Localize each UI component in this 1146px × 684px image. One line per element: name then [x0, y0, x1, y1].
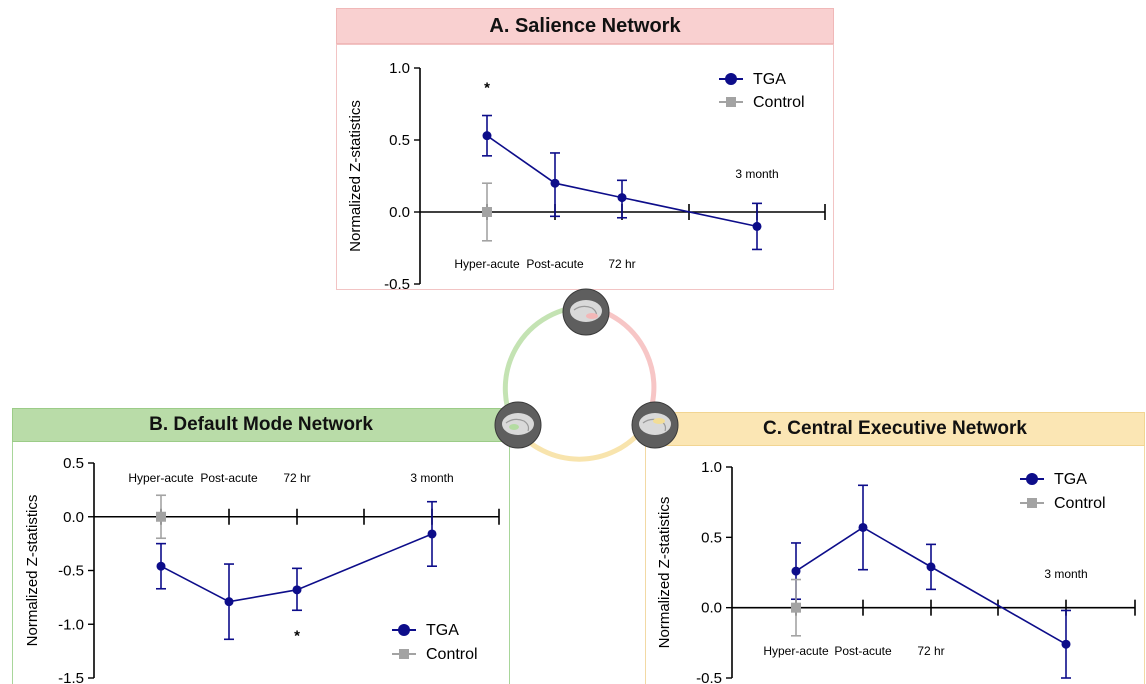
tga-point: [1061, 639, 1071, 649]
x-category-label: Post-acute: [834, 644, 892, 658]
y-tick-label: 0.5: [701, 529, 722, 546]
x-category-label: 72 hr: [608, 257, 635, 271]
x-category-label: 3 month: [1044, 567, 1087, 581]
significance-marker: *: [294, 627, 300, 644]
tga-point: [617, 193, 627, 203]
y-axis-title: Normalized Z-statistics: [656, 497, 673, 649]
y-tick-label: -0.5: [696, 670, 722, 684]
brain-icon-default-mode: [494, 401, 542, 449]
default-mode-network-chart: 0.5 0.0 -0.5 -1.0 -1.5 Normalized Z-statistic…: [24, 455, 500, 684]
control-point: [791, 602, 801, 613]
y-tick-label: 0.0: [701, 600, 722, 617]
y-axis-title: Normalized Z-statistics: [347, 100, 364, 252]
y-tick-label: 1.0: [389, 60, 410, 77]
tga-series-line: [160, 533, 433, 603]
tga-series-line: [486, 135, 758, 228]
tga-point: [858, 522, 868, 532]
tga-point: [550, 178, 560, 188]
y-tick-label: 0.0: [63, 509, 84, 526]
y-tick-label: -1.5: [58, 670, 84, 684]
y-tick-label: 1.0: [701, 459, 722, 476]
y-tick-label: 0.5: [389, 132, 410, 149]
legend-tga-marker: [398, 624, 410, 636]
legend-tga-label: TGA: [753, 71, 786, 88]
x-category-label: Hyper-acute: [454, 257, 520, 271]
y-tick-label: -1.0: [58, 616, 84, 633]
legend-control-label: Control: [426, 646, 478, 663]
default-mode-panel-frame: [12, 442, 510, 684]
x-category-label: 3 month: [735, 167, 778, 181]
y-tick-label: 0.5: [63, 455, 84, 472]
x-category-label: 72 hr: [917, 644, 944, 658]
tga-point: [156, 561, 166, 571]
tga-point: [752, 221, 762, 231]
legend-tga-label: TGA: [1054, 471, 1087, 488]
brain-icon-central-executive: [631, 401, 679, 449]
y-axis-title: Normalized Z-statistics: [24, 495, 41, 647]
salience-network-title: A. Salience Network: [336, 8, 834, 44]
legend-control-marker: [1027, 498, 1037, 508]
tga-point: [791, 566, 801, 576]
tga-point: [427, 529, 437, 539]
control-point: [482, 207, 492, 217]
legend-tga-label: TGA: [426, 622, 459, 639]
legend-tga-marker: [725, 73, 737, 85]
central-executive-panel-frame: [645, 446, 1145, 684]
x-category-label: 72 hr: [283, 471, 310, 485]
x-category-label: Hyper-acute: [128, 471, 194, 485]
x-category-label: Post-acute: [526, 257, 584, 271]
tga-point: [926, 562, 936, 572]
tga-point: [224, 597, 234, 607]
legend-control-label: Control: [1054, 495, 1106, 512]
significance-marker: *: [484, 80, 490, 97]
x-category-label: 3 month: [410, 471, 453, 485]
default-mode-network-title: B. Default Mode Network: [12, 408, 510, 442]
tga-point: [292, 585, 302, 595]
x-category-label: Hyper-acute: [763, 644, 829, 658]
x-category-label: Post-acute: [200, 471, 258, 485]
y-tick-label: -0.5: [384, 276, 410, 293]
salience-network-chart: 1.0 0.5 0.0 -0.5 Normalized Z-statistics Hype…: [347, 60, 826, 293]
legend-tga-marker: [1026, 473, 1038, 485]
legend-control-label: Control: [753, 94, 805, 111]
tga-point: [482, 131, 492, 141]
y-tick-label: -0.5: [58, 563, 84, 580]
legend-control-marker: [726, 97, 736, 107]
central-executive-network-chart: 1.0 0.5 0.0 -0.5 Normalized Z-statistics Hype…: [656, 459, 1136, 684]
central-executive-network-title: C. Central Executive Network: [645, 412, 1145, 446]
tga-series-line: [795, 526, 1067, 645]
brain-icon-salience: [562, 288, 610, 336]
network-triad-diagram: [494, 288, 679, 462]
legend-control-marker: [399, 649, 409, 659]
y-tick-label: 0.0: [389, 204, 410, 221]
control-point: [156, 511, 166, 522]
